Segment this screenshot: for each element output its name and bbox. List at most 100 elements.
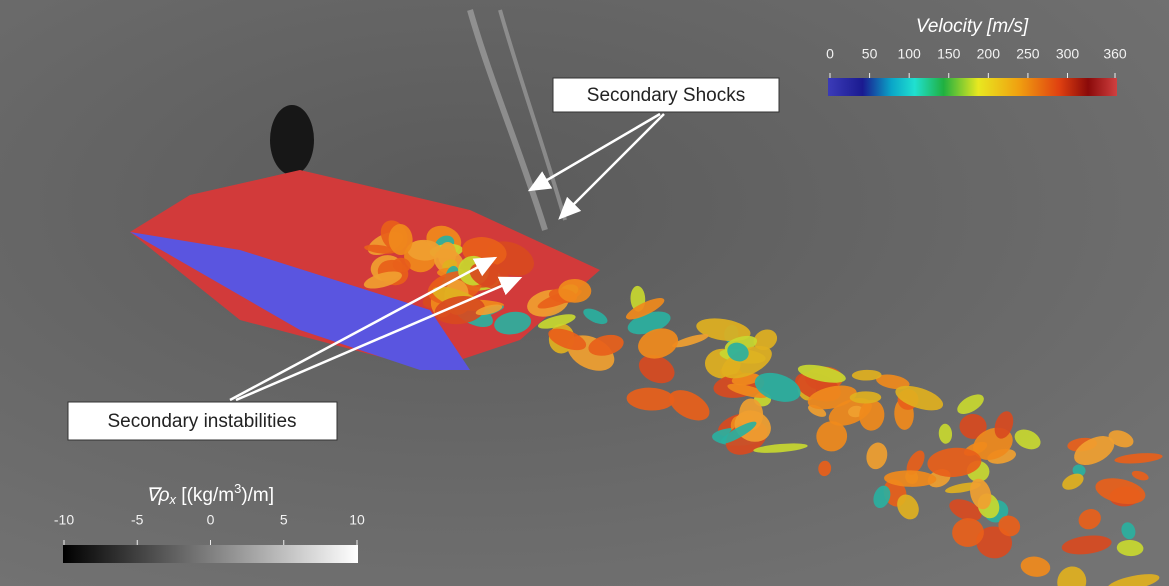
vortex <box>638 354 675 384</box>
colorbar-tick-label: 5 <box>280 512 288 528</box>
colorbar-tick-label: 0 <box>826 46 834 62</box>
vortex <box>696 318 751 342</box>
vortex <box>849 391 882 404</box>
title-part: )/m] <box>241 485 274 506</box>
vortex <box>494 311 532 335</box>
vortex <box>407 239 442 261</box>
vortex <box>884 470 937 487</box>
colorbar-title: Velocity [m/s] <box>916 16 1029 37</box>
vortex <box>818 460 832 477</box>
annotation-box <box>67 401 338 441</box>
vortex <box>727 383 768 398</box>
vortex <box>753 329 778 351</box>
vortex <box>475 304 503 316</box>
vortex <box>558 278 592 303</box>
title-part: [(kg/m <box>176 485 234 506</box>
colorbar-tick-label: 360 <box>1103 46 1127 62</box>
arrow <box>235 276 523 402</box>
vortex <box>906 450 925 475</box>
vortex <box>959 414 987 439</box>
colorbar-tick-label: 150 <box>937 46 961 62</box>
vortex <box>873 485 891 509</box>
vortex <box>1074 436 1115 466</box>
colorbar-tick-label: 0 <box>207 512 215 528</box>
title-part: x <box>169 492 177 507</box>
vortex <box>1116 539 1144 557</box>
vortex <box>807 385 857 410</box>
vortex <box>392 257 411 273</box>
vortex <box>588 334 624 356</box>
vortex <box>1020 556 1051 577</box>
vortex <box>1014 429 1041 450</box>
title-part: ∇ρ <box>146 485 170 506</box>
colorbar-tick-label: -5 <box>131 512 144 528</box>
annotation: Secondary Shocks <box>587 85 745 106</box>
vortex <box>625 298 665 320</box>
vortex <box>851 369 882 381</box>
vortex <box>1078 509 1101 530</box>
vortex <box>1057 566 1087 586</box>
arrow <box>229 256 498 402</box>
vortex <box>1095 478 1146 505</box>
vortex <box>976 526 1013 559</box>
colorbar-title: ∇ρx [(kg/m3)/m] <box>146 481 274 507</box>
vortex <box>388 223 413 256</box>
vortex <box>638 328 679 359</box>
vortex <box>952 518 984 547</box>
vortex <box>626 387 675 411</box>
colorbar-tick-label: 200 <box>977 46 1001 62</box>
vortex <box>537 314 576 329</box>
vortex <box>897 494 919 520</box>
vortex <box>797 364 846 383</box>
colorbar <box>828 78 1117 96</box>
vortex <box>866 442 888 470</box>
colorbar <box>63 545 358 563</box>
colorbar-tick-label: 300 <box>1056 46 1080 62</box>
title-part: 3 <box>234 481 241 496</box>
shock-wave <box>467 9 548 231</box>
arrow <box>558 113 665 220</box>
vortex <box>1061 535 1112 555</box>
colorbar-tick-label: -10 <box>54 512 74 528</box>
vortex <box>938 423 953 444</box>
vortex <box>816 421 848 452</box>
vortex <box>876 374 910 390</box>
vortex <box>1108 430 1134 448</box>
vortex <box>727 342 749 362</box>
vortex <box>583 308 608 325</box>
vortex <box>927 447 982 478</box>
wake <box>363 220 1163 586</box>
vortex <box>895 385 944 411</box>
vortex <box>753 443 808 453</box>
vortex <box>994 411 1014 439</box>
colorbar-tick-label: 10 <box>349 512 365 528</box>
annotation: Secondary instabilities <box>107 411 296 432</box>
shock-wave <box>498 9 567 221</box>
shock-shadow <box>270 105 314 175</box>
vortex <box>957 394 984 414</box>
vortex <box>1107 574 1160 586</box>
vortex <box>754 372 801 402</box>
vortex <box>970 478 992 510</box>
vortex <box>721 345 772 379</box>
vortex <box>1131 470 1149 481</box>
vortex <box>672 334 709 348</box>
vortex <box>434 295 485 325</box>
vortex <box>363 271 402 289</box>
colorbar-tick-label: 50 <box>862 46 878 62</box>
vortex <box>548 328 587 351</box>
colorbar-tick-label: 250 <box>1016 46 1040 62</box>
vortex <box>808 404 827 417</box>
vortex <box>998 515 1021 537</box>
vortex <box>949 499 982 521</box>
colorbar-tick-label: 100 <box>897 46 921 62</box>
vortex <box>1072 464 1086 477</box>
arrow <box>527 112 661 192</box>
vortex <box>1062 473 1084 490</box>
vortex <box>1114 453 1163 464</box>
vortex <box>669 390 710 421</box>
vortex <box>1121 522 1136 540</box>
vortex <box>859 399 885 431</box>
vortex <box>720 421 757 444</box>
